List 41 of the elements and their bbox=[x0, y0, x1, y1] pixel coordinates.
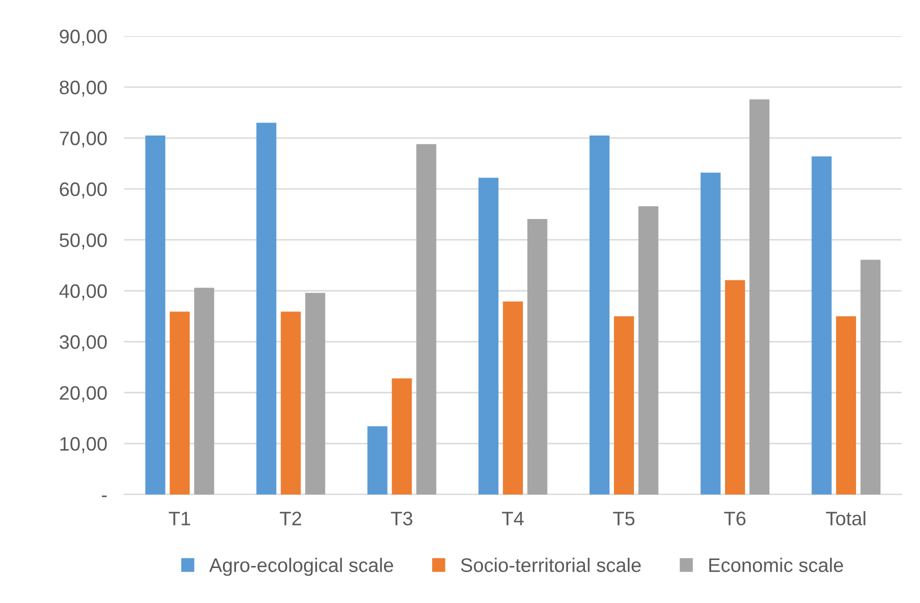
bar bbox=[367, 426, 388, 494]
bar bbox=[416, 144, 436, 494]
bar bbox=[836, 316, 856, 494]
bar bbox=[170, 312, 190, 494]
y-tick-label: 90,00 bbox=[60, 30, 107, 46]
bar bbox=[812, 156, 832, 494]
y-tick-label: 10,00 bbox=[60, 437, 107, 454]
bar bbox=[590, 135, 610, 494]
x-tick-label: T1 bbox=[168, 512, 190, 526]
x-tick-label: T2 bbox=[280, 512, 302, 526]
x-tick-label: T3 bbox=[390, 512, 412, 526]
bar bbox=[392, 378, 412, 494]
y-tick-label: 80,00 bbox=[60, 80, 107, 97]
bar bbox=[614, 316, 634, 494]
bar bbox=[478, 178, 498, 494]
bar bbox=[527, 218, 548, 494]
bar bbox=[145, 135, 166, 494]
y-tick-label: 60,00 bbox=[60, 182, 107, 198]
bar bbox=[700, 172, 721, 494]
y-tick-label: 50,00 bbox=[60, 233, 107, 250]
bar bbox=[502, 301, 523, 494]
bar bbox=[860, 260, 880, 494]
legend-label: Socio-territorial scale bbox=[460, 558, 641, 572]
y-tick-label: 40,00 bbox=[59, 284, 107, 300]
y-tick-label: 70,00 bbox=[60, 131, 107, 148]
bar bbox=[280, 312, 301, 494]
bar bbox=[638, 206, 658, 494]
bar bbox=[725, 280, 746, 494]
y-tick-label: 30,00 bbox=[60, 335, 107, 352]
legend-label: Economic scale bbox=[709, 558, 844, 572]
y-tick-label: 20,00 bbox=[60, 386, 107, 402]
x-tick-label: T4 bbox=[502, 512, 524, 526]
bar bbox=[194, 288, 214, 494]
bar bbox=[256, 122, 276, 494]
x-tick-label: Total bbox=[826, 511, 866, 526]
bar bbox=[305, 292, 326, 494]
y-tick-label: - bbox=[102, 496, 107, 498]
bar bbox=[749, 99, 770, 494]
legend-label: Agro-ecological scale bbox=[209, 558, 394, 576]
x-tick-label: T6 bbox=[724, 512, 746, 526]
x-tick-label: T5 bbox=[613, 512, 634, 526]
